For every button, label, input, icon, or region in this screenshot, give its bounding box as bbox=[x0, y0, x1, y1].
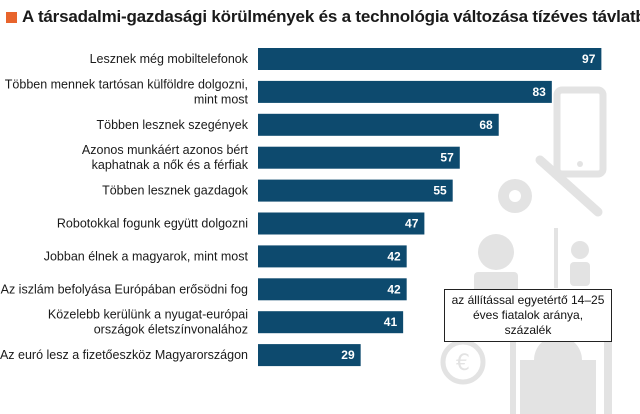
bar bbox=[258, 48, 602, 70]
category-label-line: Jobban élnek a magyarok, mint most bbox=[44, 249, 249, 263]
category-label-line: Az iszlám befolyása Európában erősödni f… bbox=[1, 282, 248, 296]
category-label-line: Többen lesznek szegények bbox=[97, 118, 249, 132]
category-label-line: kaphatnak a nők és a férfiak bbox=[92, 158, 249, 172]
category-label-line: országok életszínvonalához bbox=[94, 323, 248, 337]
bar-value-label: 55 bbox=[433, 184, 447, 198]
category-label: Lesznek még mobiltelefonok bbox=[90, 52, 249, 66]
bar bbox=[258, 278, 407, 301]
category-label-line: Többen mennek tartósan külföldre dolgozn… bbox=[5, 77, 248, 91]
category-label-line: Közelebb kerülünk a nyugat-európai bbox=[48, 308, 248, 322]
category-label: Az euró lesz a fizetőeszköz Magyarország… bbox=[0, 348, 248, 362]
bar bbox=[258, 113, 499, 136]
category-label-line: Lesznek még mobiltelefonok bbox=[90, 52, 249, 66]
category-label-line: mint most bbox=[194, 92, 249, 106]
person-icon bbox=[554, 228, 590, 288]
category-label-line: Az euró lesz a fizetőeszköz Magyarország… bbox=[0, 348, 248, 362]
title-accent-square bbox=[6, 11, 17, 23]
wrench-icon bbox=[535, 155, 603, 217]
bar bbox=[258, 179, 453, 202]
category-label: Közelebb kerülünk a nyugat-európai ország… bbox=[48, 308, 248, 337]
category-label: Azonos munkáért azonos bért kaphatnak a n… bbox=[82, 143, 249, 172]
bar-value-label: 68 bbox=[479, 118, 493, 132]
category-label: Az iszlám befolyása Európában erősödni f… bbox=[1, 282, 248, 296]
euro-coin-icon: € bbox=[440, 339, 486, 385]
chart-title: A társadalmi-gazdasági körülmények és a … bbox=[22, 7, 640, 26]
bar-value-label: 29 bbox=[341, 348, 355, 362]
category-label-line: Robotokkal fogunk együtt dolgozni bbox=[57, 217, 248, 231]
bar bbox=[258, 80, 552, 103]
mobile-phone-icon bbox=[553, 86, 607, 178]
bar-value-label: 97 bbox=[582, 52, 596, 66]
category-label: Robotokkal fogunk együtt dolgozni bbox=[57, 217, 248, 231]
bar-value-label: 57 bbox=[440, 151, 454, 165]
gear-icon bbox=[498, 179, 532, 213]
bar bbox=[258, 245, 407, 268]
bar bbox=[258, 146, 460, 169]
bar-value-label: 42 bbox=[387, 282, 401, 296]
bar-value-label: 83 bbox=[532, 85, 546, 99]
mosque-icon bbox=[510, 330, 612, 414]
bar bbox=[258, 344, 361, 367]
bar-value-label: 42 bbox=[387, 249, 401, 263]
bar bbox=[258, 311, 404, 334]
legend-note: az állítással egyetértő 14–25 éves fiata… bbox=[444, 289, 612, 342]
bar bbox=[258, 212, 425, 235]
category-label: Többen mennek tartósan külföldre dolgozn… bbox=[5, 77, 249, 106]
chart-title-row: A társadalmi-gazdasági körülmények és a … bbox=[6, 4, 640, 30]
bar-value-label: 41 bbox=[384, 315, 398, 329]
category-label-line: Többen lesznek gazdagok bbox=[102, 184, 249, 198]
category-label: Többen lesznek szegények bbox=[97, 118, 249, 132]
category-label: Jobban élnek a magyarok, mint most bbox=[44, 249, 249, 263]
svg-text:€: € bbox=[456, 351, 470, 376]
category-label-line: Azonos munkáért azonos bért bbox=[82, 143, 249, 157]
bar-value-label: 47 bbox=[405, 217, 419, 231]
category-label: Többen lesznek gazdagok bbox=[102, 184, 249, 198]
